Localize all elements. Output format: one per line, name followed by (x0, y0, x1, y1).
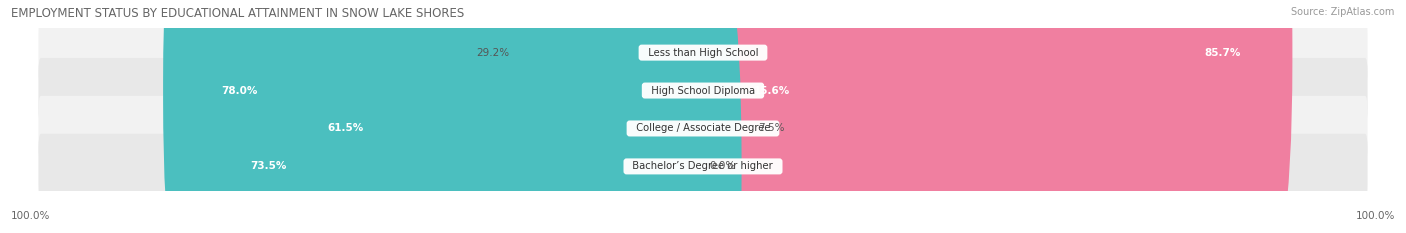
Text: 29.2%: 29.2% (475, 48, 509, 58)
FancyBboxPatch shape (38, 20, 1368, 85)
FancyBboxPatch shape (665, 0, 790, 233)
Text: High School Diploma: High School Diploma (645, 86, 761, 96)
FancyBboxPatch shape (163, 0, 741, 233)
FancyBboxPatch shape (477, 0, 741, 233)
Text: 85.7%: 85.7% (1205, 48, 1241, 58)
Text: College / Associate Degree: College / Associate Degree (630, 123, 776, 134)
FancyBboxPatch shape (665, 0, 842, 233)
Text: 100.0%: 100.0% (11, 211, 51, 221)
Text: Less than High School: Less than High School (641, 48, 765, 58)
FancyBboxPatch shape (193, 0, 741, 233)
Text: 7.5%: 7.5% (758, 123, 785, 134)
FancyBboxPatch shape (38, 96, 1368, 161)
Text: 100.0%: 100.0% (1355, 211, 1395, 221)
Text: 15.6%: 15.6% (754, 86, 790, 96)
FancyBboxPatch shape (38, 134, 1368, 199)
Text: 78.0%: 78.0% (221, 86, 257, 96)
Text: 0.0%: 0.0% (710, 161, 735, 171)
Text: Bachelor’s Degree or higher: Bachelor’s Degree or higher (627, 161, 779, 171)
FancyBboxPatch shape (269, 0, 741, 233)
Text: 73.5%: 73.5% (250, 161, 287, 171)
FancyBboxPatch shape (38, 58, 1368, 123)
Text: EMPLOYMENT STATUS BY EDUCATIONAL ATTAINMENT IN SNOW LAKE SHORES: EMPLOYMENT STATUS BY EDUCATIONAL ATTAINM… (11, 7, 464, 20)
Text: 61.5%: 61.5% (328, 123, 363, 134)
FancyBboxPatch shape (665, 0, 1292, 233)
Text: Source: ZipAtlas.com: Source: ZipAtlas.com (1291, 7, 1395, 17)
